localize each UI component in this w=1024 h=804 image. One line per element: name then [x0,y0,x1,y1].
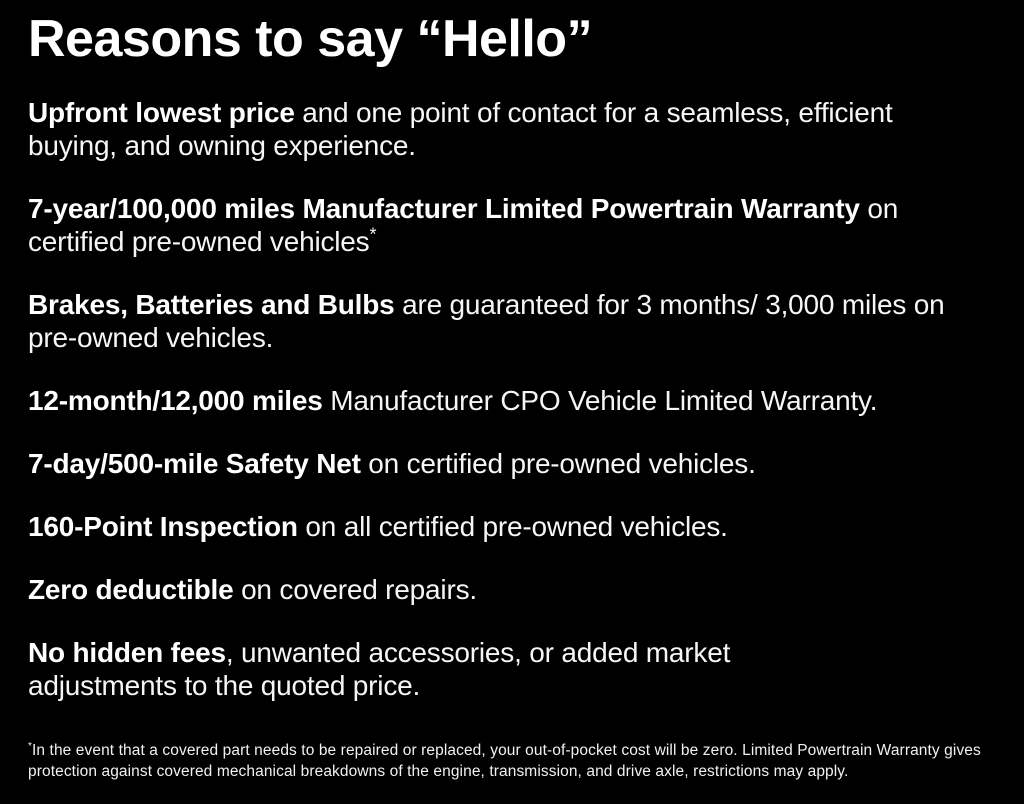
benefit-rest-text: , unwanted accessories, or added market … [28,637,731,702]
benefit-zero-deductible: Zero deductible on covered repairs. [28,573,973,606]
disclaimer-footnote: *In the event that a covered part needs … [28,740,996,782]
benefit-rest-text: Manufacturer CPO Vehicle Limited Warrant… [322,385,878,417]
benefit-bold-text: 12-month/12,000 miles [28,385,323,417]
benefit-rest-text: are guaranteed for 3 months/ 3,000 miles… [28,289,945,354]
footnote-marker: * [28,741,32,753]
benefit-rest-text: on covered repairs. [233,574,477,606]
footnote-text: In the event that a covered part needs t… [28,742,981,781]
benefit-cpo-warranty: 12-month/12,000 miles Manufacturer CPO V… [28,384,973,417]
benefit-rest-text: on all certified pre-owned vehicles. [297,511,728,543]
benefit-brakes-batteries-bulbs: Brakes, Batteries and Bulbs are guarante… [28,288,973,354]
benefit-bold-text: Zero deductible [28,574,234,606]
benefit-upfront-price: Upfront lowest price and one point of co… [28,96,973,162]
footnote-marker: * [369,225,377,246]
benefit-rest-text: on certified pre-owned vehicles [28,193,899,258]
benefit-bold-text: 7-day/500-mile Safety Net [28,448,361,480]
benefit-safety-net: 7-day/500-mile Safety Net on certified p… [28,447,973,480]
benefit-bold-text: 160-Point Inspection [28,511,298,543]
benefit-powertrain-warranty: 7-year/100,000 miles Manufacturer Limite… [28,192,973,258]
benefit-rest-text: and one point of contact for a seamless,… [28,97,893,162]
benefit-bold-text: 7-year/100,000 miles Manufacturer Limite… [28,193,860,225]
benefit-no-hidden-fees: No hidden fees, unwanted accessories, or… [28,636,818,702]
benefit-bold-text: Brakes, Batteries and Bulbs [28,289,395,321]
benefit-bold-text: No hidden fees [28,637,226,669]
page-title: Reasons to say “Hello” [28,10,593,68]
benefit-rest-text: on certified pre-owned vehicles. [360,448,756,480]
benefit-inspection: 160-Point Inspection on all certified pr… [28,510,973,543]
benefit-bold-text: Upfront lowest price [28,97,295,129]
